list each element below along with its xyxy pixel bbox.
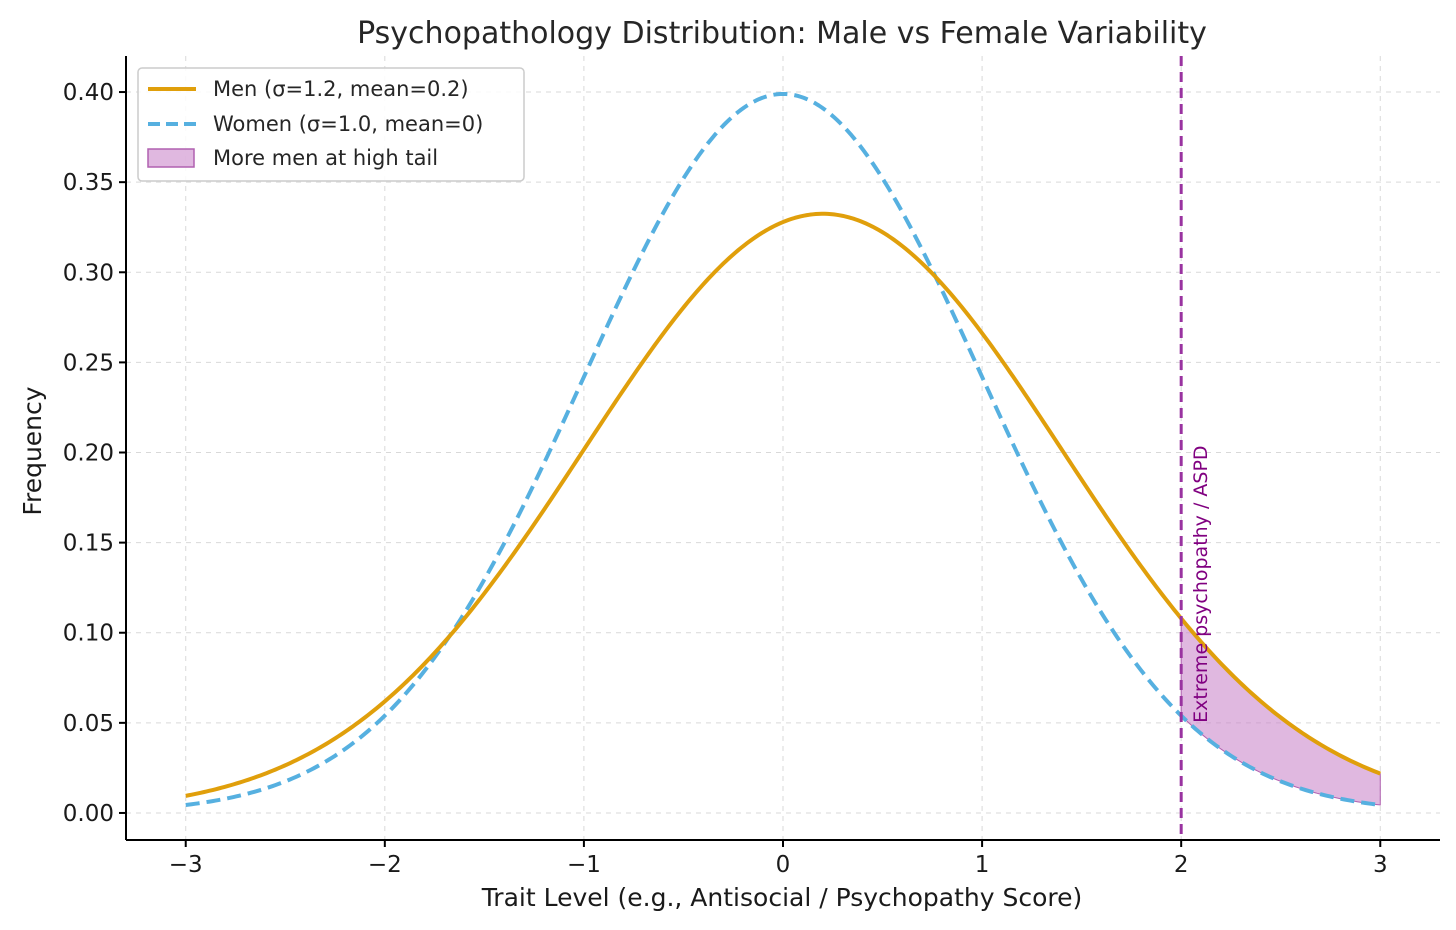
y-tick-label: 0.05: [63, 711, 114, 737]
y-tick-label: 0.40: [63, 80, 114, 106]
x-tick-label: 2: [1174, 852, 1189, 878]
y-tick-label: 0.10: [63, 621, 114, 647]
legend-fill-swatch: [147, 148, 195, 168]
y-tick-label: 0.25: [63, 350, 114, 376]
x-tick-label: 3: [1373, 852, 1388, 878]
legend-frame: [137, 67, 525, 182]
y-tick-label: 0.20: [63, 441, 114, 467]
ticks: −3 −2 −1 0 1 2 3 0.00 0.05 0.10 0.15 0.20 0.25 0.30 0.…: [63, 80, 1388, 878]
x-tick-label: −2: [368, 852, 402, 878]
legend-men-label: Men (σ=1.2, mean=0.2): [213, 77, 469, 101]
x-tick-label: 1: [975, 852, 990, 878]
threshold-label: Extreme psychopathy / ASPD: [1190, 445, 1212, 722]
legend-fill-label: More men at high tail: [213, 146, 438, 170]
y-tick-label: 0.15: [63, 531, 114, 557]
legend-women-label: Women (σ=1.0, mean=0): [213, 112, 483, 136]
y-tick-label: 0.30: [63, 260, 114, 286]
y-axis-label: Frequency: [18, 386, 47, 515]
threshold-layer: Extreme psychopathy / ASPD: [1179, 56, 1212, 840]
x-tick-label: −1: [567, 852, 601, 878]
x-axis-label: Trait Level (e.g., Antisocial / Psychopa…: [481, 883, 1083, 912]
x-tick-label: −3: [169, 852, 203, 878]
x-tick-label: 0: [776, 852, 791, 878]
y-tick-label: 0.00: [63, 801, 114, 827]
y-tick-label: 0.35: [63, 170, 114, 196]
chart-title: Psychopathology Distribution: Male vs Fe…: [357, 16, 1207, 51]
legend: Men (σ=1.2, mean=0.2) Women (σ=1.0, mean…: [137, 67, 525, 182]
